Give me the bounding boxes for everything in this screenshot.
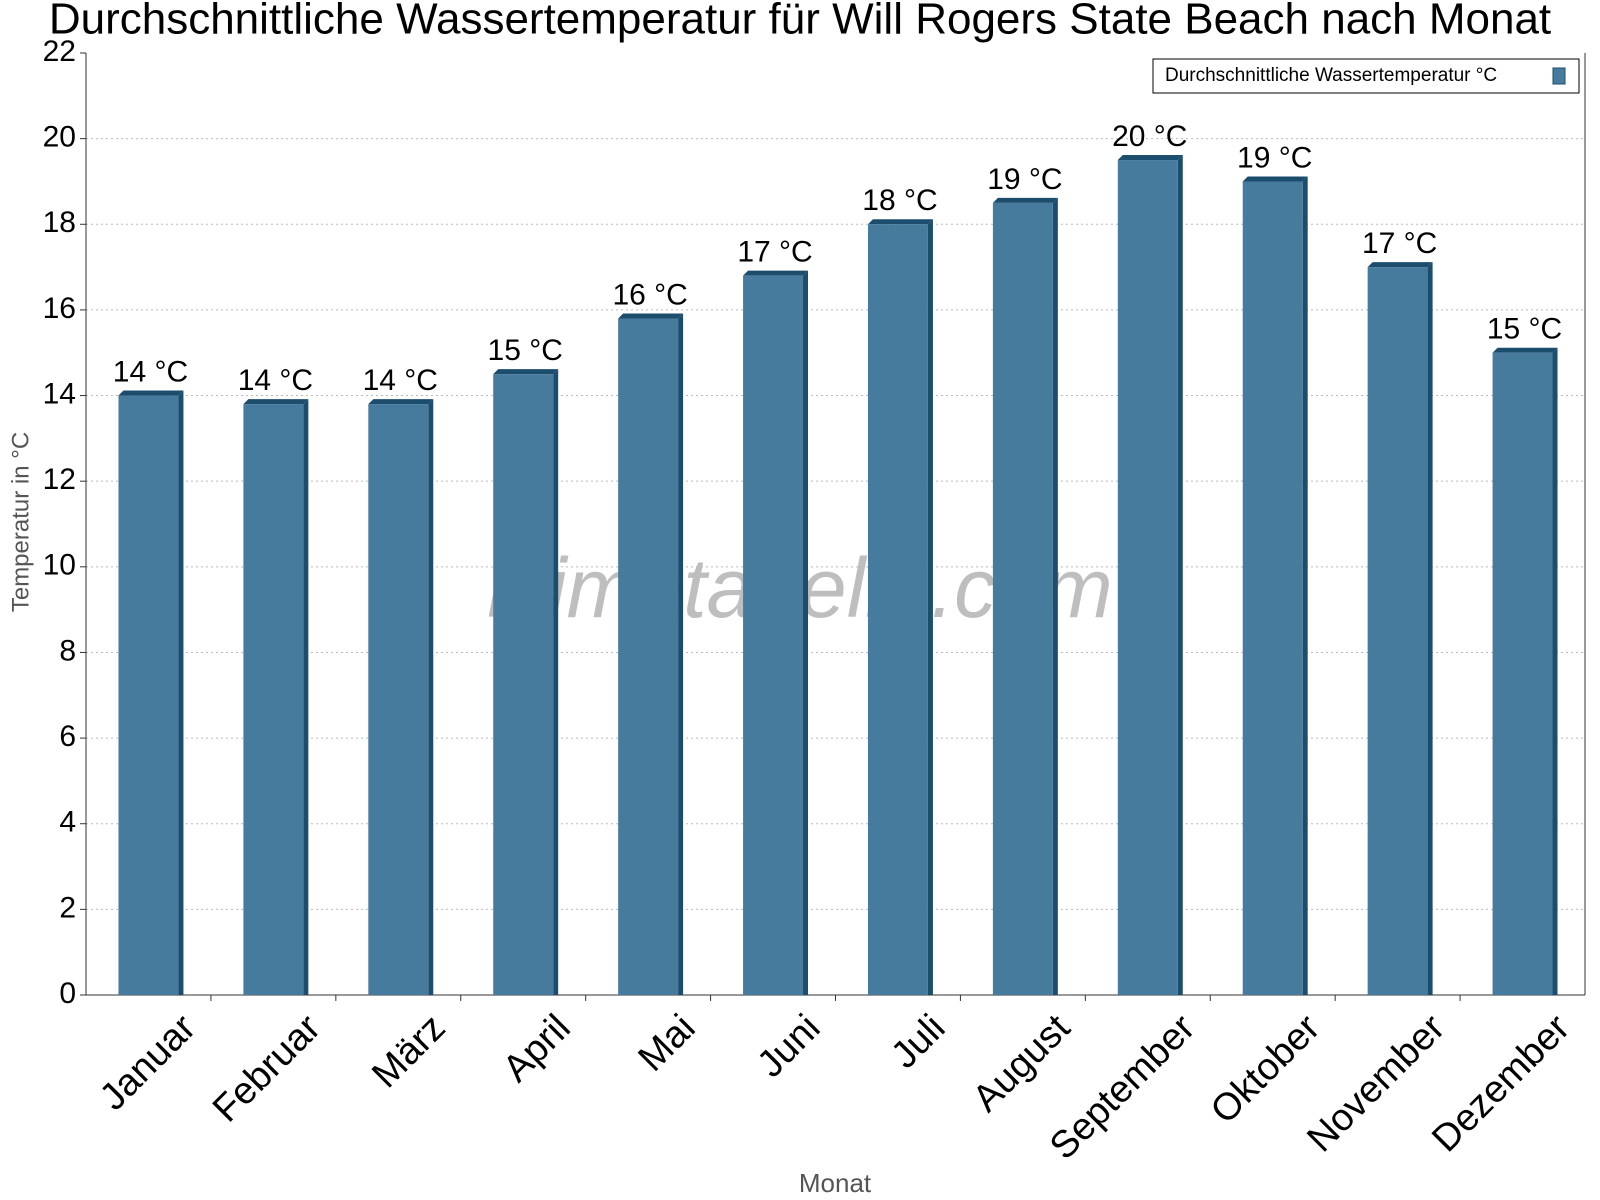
bar-side bbox=[1177, 155, 1183, 995]
bar-side bbox=[553, 369, 559, 995]
bar-side bbox=[1427, 262, 1433, 995]
legend-box bbox=[1152, 58, 1580, 94]
value-label: 17 °C bbox=[737, 236, 812, 269]
bar bbox=[243, 404, 304, 995]
bar bbox=[1367, 267, 1428, 995]
x-tick-label: Januar bbox=[92, 1007, 204, 1119]
bar-group bbox=[618, 313, 684, 995]
value-label: 14 °C bbox=[113, 355, 188, 388]
x-tick-label: Februar bbox=[205, 1007, 329, 1131]
value-label: 15 °C bbox=[488, 334, 563, 367]
value-label: 19 °C bbox=[987, 163, 1062, 196]
bar-side bbox=[303, 399, 309, 995]
bar-group bbox=[368, 399, 434, 995]
x-tick-label: Oktober bbox=[1203, 1007, 1329, 1133]
legend-label: Durchschnittliche Wassertemperatur °C bbox=[1165, 65, 1497, 86]
bar-side bbox=[1302, 176, 1308, 996]
y-tick-label: 2 bbox=[59, 891, 76, 924]
value-label: 16 °C bbox=[612, 278, 687, 311]
y-tick-label: 8 bbox=[59, 634, 76, 667]
y-tick-label: 16 bbox=[43, 292, 76, 325]
bar bbox=[493, 374, 554, 995]
y-tick-label: 4 bbox=[59, 806, 76, 839]
x-tick-label: Dezember bbox=[1424, 1007, 1578, 1161]
y-tick-label: 12 bbox=[43, 463, 76, 496]
y-tick-label: 6 bbox=[59, 720, 76, 753]
bar-top bbox=[1117, 155, 1183, 161]
bar-group bbox=[118, 390, 184, 996]
bar bbox=[743, 275, 804, 995]
x-tick-label: März bbox=[364, 1007, 453, 1096]
bar-top bbox=[992, 197, 1058, 203]
bar bbox=[1492, 352, 1553, 995]
bar bbox=[368, 404, 429, 995]
y-tick-label: 18 bbox=[43, 206, 76, 239]
value-label: 14 °C bbox=[363, 364, 438, 397]
bar-top bbox=[118, 390, 184, 396]
bar-group bbox=[992, 197, 1058, 995]
y-tick-label: 10 bbox=[43, 549, 76, 582]
bar-side bbox=[1552, 347, 1558, 995]
bar bbox=[618, 318, 679, 995]
value-label: 17 °C bbox=[1362, 227, 1437, 260]
bar-group bbox=[243, 399, 309, 995]
x-tick-label: April bbox=[495, 1007, 578, 1090]
bar bbox=[118, 395, 179, 996]
bar bbox=[1117, 160, 1178, 995]
x-tick-label: Mai bbox=[631, 1007, 704, 1080]
y-tick-label: 14 bbox=[43, 377, 76, 410]
bar-group bbox=[743, 270, 809, 995]
bar-top bbox=[867, 219, 933, 225]
bar-side bbox=[178, 390, 184, 996]
y-tick-label: 22 bbox=[43, 35, 76, 68]
bar-side bbox=[678, 313, 684, 995]
value-label: 15 °C bbox=[1487, 313, 1562, 346]
bar-top bbox=[1367, 262, 1433, 268]
bar-side bbox=[428, 399, 434, 995]
bar-group bbox=[493, 369, 559, 995]
x-tick-label: August bbox=[965, 1006, 1079, 1120]
bar-top bbox=[743, 270, 809, 276]
bar-group bbox=[1242, 176, 1308, 996]
value-label: 14 °C bbox=[238, 364, 313, 397]
bar bbox=[992, 202, 1053, 995]
bar-group bbox=[867, 219, 933, 996]
bar-side bbox=[803, 270, 809, 995]
y-tick-label: 0 bbox=[59, 977, 76, 1010]
legend-swatch bbox=[1552, 67, 1566, 85]
bar-group bbox=[1117, 155, 1183, 995]
value-label: 18 °C bbox=[862, 184, 937, 217]
bar-group bbox=[1492, 347, 1558, 995]
bar-top bbox=[1492, 347, 1558, 353]
bar-top bbox=[493, 369, 559, 375]
chart-title: Durchschnittliche Wassertemperatur für W… bbox=[49, 0, 1551, 44]
y-tick-label: 20 bbox=[43, 121, 76, 154]
x-tick-label: Juli bbox=[883, 1007, 953, 1077]
bar-top bbox=[1242, 176, 1308, 182]
bar-side bbox=[927, 219, 933, 996]
value-label: 20 °C bbox=[1112, 120, 1187, 153]
bar-top bbox=[243, 399, 309, 405]
bar-top bbox=[618, 313, 684, 319]
bar-side bbox=[1052, 197, 1058, 995]
x-axis-label: Monat bbox=[799, 1168, 872, 1198]
x-tick-label: Juni bbox=[750, 1007, 829, 1086]
bar-top bbox=[368, 399, 434, 405]
y-axis-label: Temperatur in °C bbox=[7, 432, 34, 612]
value-label: 19 °C bbox=[1237, 141, 1312, 174]
bar bbox=[867, 224, 928, 996]
bar bbox=[1242, 181, 1303, 996]
bar-group bbox=[1367, 262, 1433, 995]
